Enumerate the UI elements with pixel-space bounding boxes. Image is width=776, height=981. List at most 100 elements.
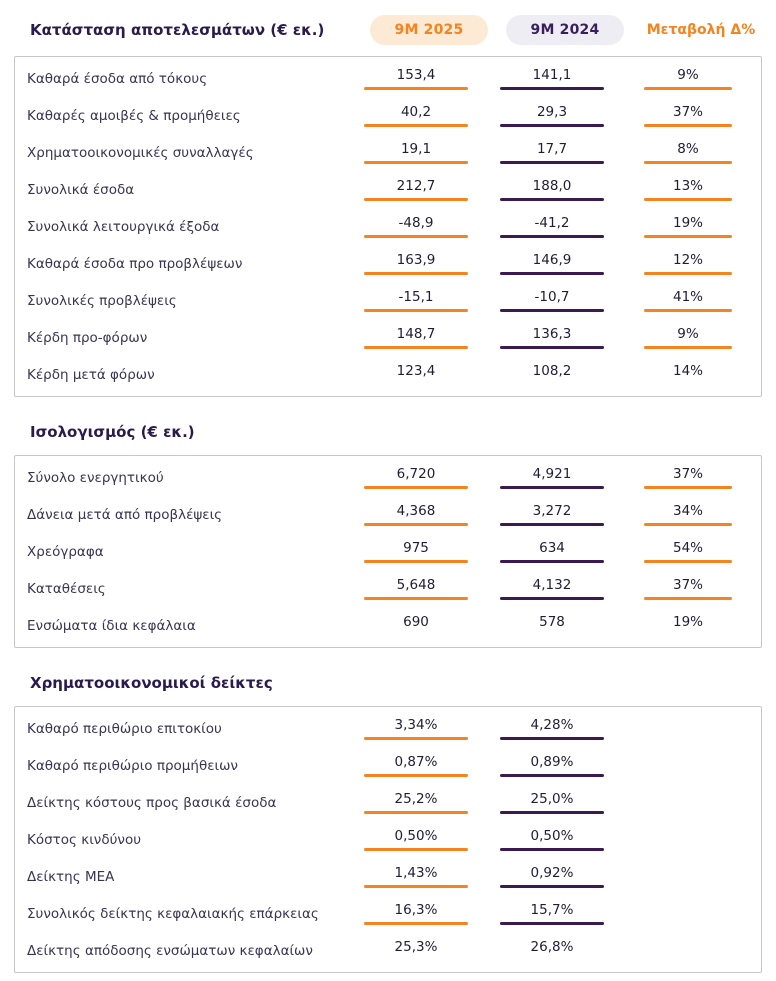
value-9m2024-number: -10,7 xyxy=(534,289,570,305)
value-9m2024: 136,3 xyxy=(491,326,613,349)
orange-underline xyxy=(364,346,468,349)
row-label: Δείκτης κόστους προς βασικά έσοδα xyxy=(27,794,277,811)
column-header-change: Μεταβολή Δ% xyxy=(646,22,756,38)
value-9m2024-number: 0,50% xyxy=(530,828,574,844)
value-9m2025-number: 25,3% xyxy=(394,939,438,955)
value-change-number: 19% xyxy=(672,215,703,231)
row-label: Συνολικά λειτουργικά έξοδα xyxy=(27,218,220,235)
row-label: Καθαρό περιθώριο προμήθειων xyxy=(27,757,238,774)
orange-underline xyxy=(364,597,468,600)
orange-underline xyxy=(364,885,468,888)
value-9m2024-number: 15,7% xyxy=(530,902,574,918)
value-9m2025: 40,2 xyxy=(355,104,477,127)
value-9m2025-number: 4,368 xyxy=(396,503,436,519)
value-9m2024-number: 29,3 xyxy=(536,104,568,120)
orange-underline xyxy=(364,523,468,526)
orange-underline xyxy=(644,560,732,563)
value-9m2024-number: 188,0 xyxy=(532,178,572,194)
value-change: 8% xyxy=(627,141,749,164)
value-change: 54% xyxy=(627,540,749,563)
row-label: Καθαρά έσοδα προ προβλέψεων xyxy=(27,255,243,272)
value-9m2025-number: 163,9 xyxy=(396,252,436,268)
row-label: Καθαρές αμοιβές & προμήθειες xyxy=(27,107,241,124)
value-9m2025: 690 xyxy=(355,614,477,637)
orange-underline xyxy=(364,560,468,563)
value-change-number: 54% xyxy=(672,540,703,556)
row-label: Κέρδη μετά φόρων xyxy=(27,366,155,383)
table-row: Δείκτης απόδοσης ενσώματων κεφαλαίων 25,… xyxy=(27,932,749,969)
table-row: Καθαρά έσοδα από τόκους 153,4 141,1 9% xyxy=(27,60,749,97)
orange-underline xyxy=(364,848,468,851)
row-label: Συνολικές προβλέψεις xyxy=(27,292,177,309)
value-9m2025-number: 25,2% xyxy=(394,791,438,807)
table-row: Καθαρό περιθώριο προμήθειων 0,87% 0,89% xyxy=(27,747,749,784)
value-9m2024-number: 17,7 xyxy=(536,141,568,157)
value-9m2025-number: 975 xyxy=(403,540,429,556)
orange-underline xyxy=(644,272,732,275)
value-change-number: 8% xyxy=(677,141,699,157)
value-9m2024: 25,0% xyxy=(491,791,613,814)
value-change-number: 19% xyxy=(672,614,703,630)
table-section: Καθαρά έσοδα από τόκους 153,4 141,1 9% Κ… xyxy=(14,56,762,397)
value-change: 12% xyxy=(627,252,749,275)
value-9m2025-number: 0,87% xyxy=(394,754,438,770)
table-row: Δείκτης ΜΕΑ 1,43% 0,92% xyxy=(27,858,749,895)
section-title-income-statement: Κατάσταση αποτελεσμάτων (€ εκ.) xyxy=(30,21,325,39)
purple-underline xyxy=(500,161,604,164)
value-change-number: 37% xyxy=(672,104,703,120)
table-row: Συνολικές προβλέψεις -15,1 -10,7 41% xyxy=(27,282,749,319)
value-9m2025-number: 153,4 xyxy=(396,67,436,83)
orange-underline xyxy=(364,161,468,164)
value-9m2025-number: -48,9 xyxy=(398,215,434,231)
value-change-number: 9% xyxy=(677,67,699,83)
value-change-number: 37% xyxy=(672,466,703,482)
orange-underline xyxy=(364,922,468,925)
column-slot-change: Μεταβολή Δ% xyxy=(640,22,762,38)
row-label: Συνολικά έσοδα xyxy=(27,181,135,198)
orange-underline xyxy=(644,346,732,349)
value-9m2025: 148,7 xyxy=(355,326,477,349)
value-9m2024-number: -41,2 xyxy=(534,215,570,231)
value-change-number: 14% xyxy=(672,363,703,379)
value-9m2024-number: 4,28% xyxy=(530,717,574,733)
purple-underline xyxy=(500,597,604,600)
value-change-number: 12% xyxy=(672,252,703,268)
value-9m2025: 1,43% xyxy=(355,865,477,888)
value-9m2025: -48,9 xyxy=(355,215,477,238)
table-row: Ενσώματα ίδια κεφάλαια 690 578 19% xyxy=(27,607,749,644)
table-row: Καταθέσεις 5,648 4,132 37% xyxy=(27,570,749,607)
value-9m2024-number: 4,921 xyxy=(532,466,572,482)
table-row: Κέρδη μετά φόρων 123,4 108,2 14% xyxy=(27,356,749,393)
orange-underline xyxy=(644,486,732,489)
orange-underline xyxy=(364,774,468,777)
value-change: 14% xyxy=(627,363,749,386)
purple-underline xyxy=(500,235,604,238)
value-9m2024: 4,921 xyxy=(491,466,613,489)
value-change: 19% xyxy=(627,614,749,637)
purple-underline xyxy=(500,774,604,777)
section-box: Καθαρό περιθώριο επιτοκίου 3,34% 4,28% Κ… xyxy=(14,706,762,973)
value-9m2025-number: 40,2 xyxy=(400,104,432,120)
value-9m2024-number: 634 xyxy=(539,540,565,556)
sections: Καθαρά έσοδα από τόκους 153,4 141,1 9% Κ… xyxy=(14,56,762,973)
table-row: Χρηματοοικονομικές συναλλαγές 19,1 17,7 … xyxy=(27,134,749,171)
value-9m2024: 15,7% xyxy=(491,902,613,925)
value-9m2024: 146,9 xyxy=(491,252,613,275)
purple-underline xyxy=(500,309,604,312)
orange-underline xyxy=(644,597,732,600)
value-change-number: 13% xyxy=(672,178,703,194)
value-change: 37% xyxy=(627,466,749,489)
table-row: Κέρδη προ-φόρων 148,7 136,3 9% xyxy=(27,319,749,356)
value-change: 9% xyxy=(627,326,749,349)
value-change: 41% xyxy=(627,289,749,312)
table-row: Συνολικά λειτουργικά έξοδα -48,9 -41,2 1… xyxy=(27,208,749,245)
table-row: Καθαρές αμοιβές & προμήθειες 40,2 29,3 3… xyxy=(27,97,749,134)
section-title: Χρηματοοικονομικοί δείκτες xyxy=(30,674,273,692)
value-9m2024-number: 0,92% xyxy=(530,865,574,881)
purple-underline xyxy=(500,346,604,349)
value-9m2025: 6,720 xyxy=(355,466,477,489)
table-row: Συνολικός δείκτης κεφαλαιακής επάρκειας … xyxy=(27,895,749,932)
table-row: Δάνεια μετά από προβλέψεις 4,368 3,272 3… xyxy=(27,496,749,533)
value-9m2025-number: 123,4 xyxy=(396,363,436,379)
